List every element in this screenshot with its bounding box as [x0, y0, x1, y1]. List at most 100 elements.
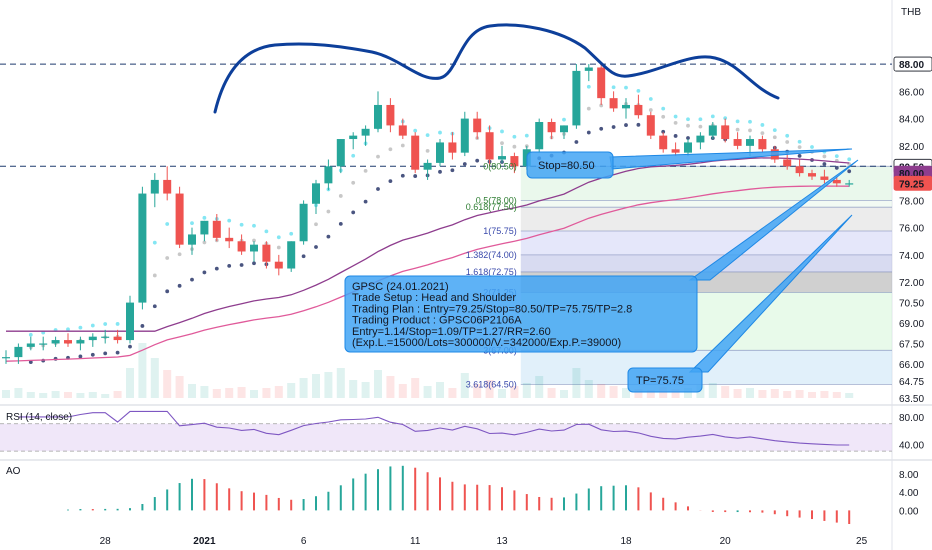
ema-fast-dot	[115, 322, 120, 326]
ema-mid-dot	[400, 143, 405, 148]
candle-body	[820, 176, 829, 180]
ema-fast-dot	[723, 116, 728, 121]
volume-bar	[510, 386, 519, 398]
candle-body	[188, 234, 196, 245]
candle-body	[88, 336, 97, 341]
volume-bar	[448, 388, 457, 398]
ema-fast-dot	[276, 235, 281, 240]
time-tick-label: 18	[620, 536, 632, 547]
candle-body	[398, 125, 407, 136]
candle-body	[150, 179, 159, 194]
candle-body	[101, 336, 110, 338]
volume-bar	[411, 378, 420, 398]
volume-bar	[485, 380, 494, 398]
volume-bar	[138, 343, 147, 398]
fib-zone	[520, 200, 892, 208]
ema-slow-dot	[338, 221, 343, 226]
candle-body	[39, 343, 48, 345]
candle-body	[349, 135, 358, 140]
volume-bar	[597, 384, 606, 398]
ema-mid-dot	[500, 141, 504, 146]
ema-slow-dot	[314, 245, 318, 249]
candle-body	[436, 142, 444, 163]
volume-bar	[708, 383, 717, 398]
volume-bar	[436, 382, 444, 398]
candle-body	[423, 162, 432, 170]
fib-level-label: 1.618(72.75)	[466, 267, 517, 277]
candle-body	[584, 67, 593, 71]
volume-bar	[733, 389, 742, 398]
ema-fast-dot	[227, 218, 232, 223]
candle-body	[572, 70, 581, 126]
ema-mid-dot	[326, 209, 331, 214]
price-tick-label: 66.00	[899, 360, 924, 371]
price-tick-label: 74.00	[899, 251, 924, 262]
candle-body	[473, 118, 482, 133]
ao-tick-label: 8.00	[899, 470, 919, 481]
volume-bar	[386, 376, 395, 398]
volume-bar	[758, 390, 767, 398]
fib-zone	[520, 231, 892, 255]
price-tick-label: 67.50	[899, 339, 924, 350]
volume-bar	[832, 392, 841, 398]
price-tick-label: 78.00	[899, 196, 924, 207]
ema-slow-dot	[78, 354, 83, 359]
ema-slow-dot	[413, 174, 418, 178]
plan-callout-line: (Exp.L.=15000/Lots=300000/V.=342000/Exp.…	[352, 337, 621, 349]
candle-body	[684, 142, 692, 153]
candle-body	[659, 135, 668, 150]
ema-mid-dot	[338, 194, 343, 198]
volume-bar	[336, 368, 345, 398]
ema-fast-dot	[264, 229, 269, 234]
time-tick-label: 13	[496, 536, 508, 547]
ao-pane: 8.00 4.00 0.00	[67, 465, 919, 524]
candle-body	[250, 244, 258, 252]
ema-fast-dot	[524, 133, 529, 138]
candle-body	[163, 179, 172, 194]
ema-fast-dot	[686, 117, 690, 122]
ema-slow-dot	[190, 277, 194, 282]
price-tick-label: 86.00	[899, 87, 924, 98]
candle-body	[535, 122, 544, 150]
candle-body	[26, 343, 35, 347]
ema-mid-dot	[797, 145, 802, 150]
candle-body	[808, 173, 816, 177]
price-badge	[893, 175, 932, 191]
ema-fast-dot	[239, 222, 244, 227]
ema-slow-dot	[28, 360, 33, 364]
ema-slow-dot	[475, 158, 480, 163]
ema-slow-dot	[686, 136, 690, 140]
volume-bar	[287, 383, 296, 398]
rsi-band	[0, 423, 892, 452]
ema-mid-dot	[351, 180, 356, 185]
plan-callout-line: Trade Setup : Head and Shoulder	[352, 292, 516, 304]
ema-fast-dot	[28, 332, 33, 337]
callouts: Stop=80.50 GPSC (24.01.2021)Trade Setup :…	[344, 148, 859, 393]
candle-body	[646, 115, 655, 136]
ema-fast-dot	[661, 106, 666, 111]
fib-level-label: 0.618(77.50)	[466, 202, 517, 212]
candle-body	[547, 122, 556, 133]
volume-bar	[374, 370, 382, 398]
candle-body	[287, 241, 296, 269]
rsi-tick-label: 40.00	[899, 440, 924, 451]
price-tick-label: 64.75	[899, 377, 924, 388]
fib-level-label: 1.382(74.00)	[466, 250, 517, 260]
ema-slow-dot	[847, 169, 852, 174]
plan-callout-pointer	[688, 159, 859, 281]
ema-slow-dot	[140, 324, 145, 328]
ema-slow-dot	[462, 162, 467, 166]
candle-body	[64, 340, 72, 344]
ema-fast-dot	[624, 85, 628, 90]
candle-body	[200, 220, 209, 235]
ema-mid-dot	[202, 240, 207, 245]
volume-bar	[26, 392, 35, 398]
candle-body	[237, 241, 246, 252]
volume-bar	[113, 391, 122, 398]
ema-slow-dot	[599, 126, 604, 131]
ao-tick-label: 4.00	[899, 488, 919, 499]
ema-slow-dot	[252, 261, 256, 266]
volume-bar	[126, 368, 134, 398]
ema-slow-dot	[624, 123, 628, 127]
